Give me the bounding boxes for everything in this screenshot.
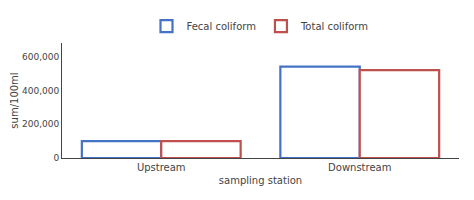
svg-text:Fecal coliform: Fecal coliform <box>187 21 256 32</box>
svg-text:sampling station: sampling station <box>219 175 302 186</box>
svg-text:400,000: 400,000 <box>22 86 59 96</box>
svg-text:sum/100ml: sum/100ml <box>9 72 20 128</box>
svg-text:Total coliform: Total coliform <box>300 21 368 32</box>
svg-text:Upstream: Upstream <box>137 162 186 173</box>
svg-text:Downstream: Downstream <box>328 162 391 173</box>
svg-text:200,000: 200,000 <box>22 119 59 129</box>
svg-text:600,000: 600,000 <box>22 52 59 62</box>
svg-text:0: 0 <box>53 153 59 163</box>
